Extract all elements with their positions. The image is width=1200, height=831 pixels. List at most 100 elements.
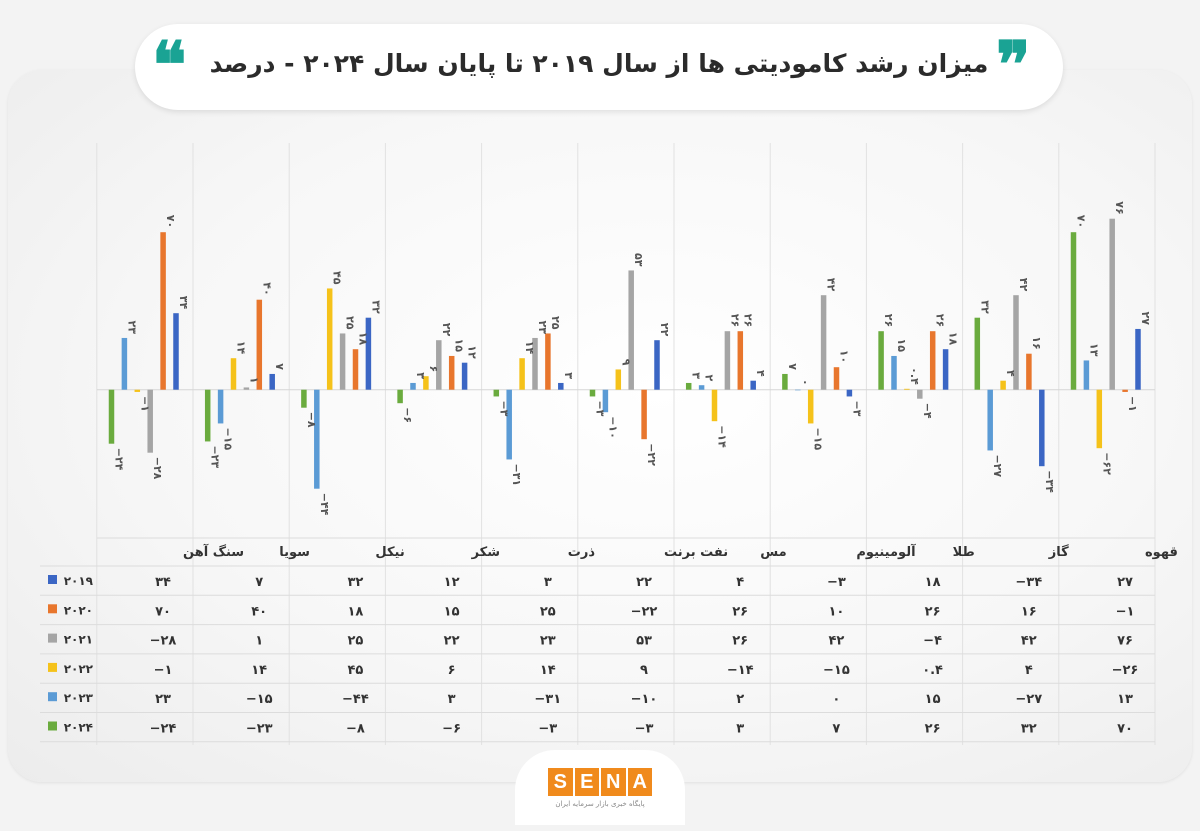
bar [147, 389, 153, 453]
data-label: ۱۶ [1030, 336, 1043, 349]
table-cell: ۷ [255, 575, 263, 590]
bar [1122, 389, 1128, 392]
bar [365, 317, 372, 390]
table-cell: ۱۵ [444, 604, 460, 619]
logo-letter: S [548, 768, 573, 796]
table-cell: ۱ [255, 634, 263, 649]
data-label: ۴ [754, 370, 767, 377]
data-label: ۲۵ [549, 316, 562, 330]
bar [820, 295, 827, 390]
bar [1000, 380, 1006, 390]
table-cell: ۳ [448, 692, 456, 707]
bar [204, 389, 211, 442]
category-label: قهوه [1145, 545, 1178, 560]
data-label: −۱ [1126, 396, 1139, 412]
data-label: ۲۳ [125, 321, 138, 335]
bar [878, 331, 884, 390]
bar [615, 369, 622, 390]
bar [397, 389, 403, 404]
table-cell: ۴۰ [251, 604, 267, 619]
table-cell: ۱۴ [251, 663, 267, 678]
bar [602, 389, 609, 413]
data-label: −۳ [497, 400, 510, 416]
legend-swatch [48, 633, 57, 643]
data-label: ۳۲ [978, 300, 991, 314]
data-label: −۳۴ [1043, 470, 1056, 493]
data-label: ۷۰ [1075, 215, 1088, 228]
data-label: ۷ [786, 363, 799, 370]
table-cell: −۳۱ [534, 692, 561, 707]
data-label: −۶ [401, 407, 414, 423]
bar [256, 299, 263, 390]
logo-letter: E [574, 768, 599, 796]
bar [795, 389, 801, 391]
table-cell: ۷۰ [1117, 722, 1133, 737]
data-label: ۲۵ [344, 316, 357, 330]
data-label: −۲۲ [645, 443, 658, 466]
bar [314, 389, 320, 489]
bar [628, 270, 634, 390]
bar [436, 340, 442, 390]
bar [833, 367, 840, 390]
logo-letter: N [601, 768, 626, 796]
table-cell: ۲۳ [540, 634, 556, 649]
table-cell: ۲۲ [636, 575, 652, 590]
category-label: نفت برنت [664, 545, 728, 560]
data-label: ۱ [247, 377, 260, 384]
legend-label: ۲۰۲۱ [64, 633, 93, 647]
bar [173, 313, 179, 390]
category-label: شکر [471, 545, 500, 560]
data-label: −۱۵ [812, 427, 825, 450]
data-label: ۱۵ [895, 339, 908, 353]
table-cell: ۹ [640, 663, 648, 678]
bar [352, 349, 359, 390]
bar [904, 388, 910, 390]
table-cell: ۲۶ [925, 604, 941, 619]
bar [519, 358, 525, 390]
data-label: ۲۳ [536, 321, 549, 335]
table-cell: ۲۶ [732, 604, 748, 619]
bar [974, 317, 981, 390]
bar [1083, 360, 1090, 390]
data-label: ۷۶ [1113, 201, 1126, 214]
data-label: ۵۳ [632, 253, 645, 267]
data-label: ۶ [427, 365, 440, 372]
category-label: آلومینیوم [856, 543, 916, 560]
data-label: ۲۶ [934, 314, 947, 327]
data-label: −۲۴ [113, 448, 126, 471]
table-cell: −۲۳ [246, 722, 273, 737]
category-label: نیکل [375, 545, 404, 560]
data-label: ۲ [703, 374, 716, 381]
quote-open-icon: ❝ [152, 28, 187, 103]
bar [1135, 328, 1141, 390]
legend-swatch [48, 662, 57, 672]
bar [685, 382, 692, 390]
data-label: ۰.۴ [908, 367, 921, 385]
table-cell: −۶ [442, 722, 461, 737]
bar [654, 340, 660, 390]
table-cell: ۱۸ [925, 575, 941, 590]
data-label: ۱۸ [947, 332, 960, 346]
category-label: سنگ آهن [183, 543, 244, 560]
bar [737, 331, 744, 390]
category-label: مس [760, 545, 786, 560]
legend-swatch [48, 721, 57, 731]
data-label: ۲۶ [741, 314, 754, 327]
table-cell: ۳ [544, 575, 552, 590]
data-label: ۱۸ [357, 332, 370, 346]
bar [160, 232, 166, 390]
table-cell: −۳۴ [1015, 575, 1042, 590]
data-label: ۱۲ [466, 345, 479, 359]
logo-subtitle: پایگاه خبری بازار سرمایه ایران [555, 800, 645, 808]
bar [545, 333, 551, 390]
data-label: ۴۵ [331, 271, 344, 285]
data-label: −۱ [138, 396, 151, 412]
bar [1013, 295, 1019, 390]
bar [532, 337, 538, 390]
logo-letter: A [627, 768, 652, 796]
category-label: طلا [953, 545, 975, 560]
table-cell: ۷۰ [155, 604, 171, 619]
table-cell: −۱ [154, 663, 173, 678]
bar [942, 349, 949, 390]
bar [711, 389, 718, 422]
